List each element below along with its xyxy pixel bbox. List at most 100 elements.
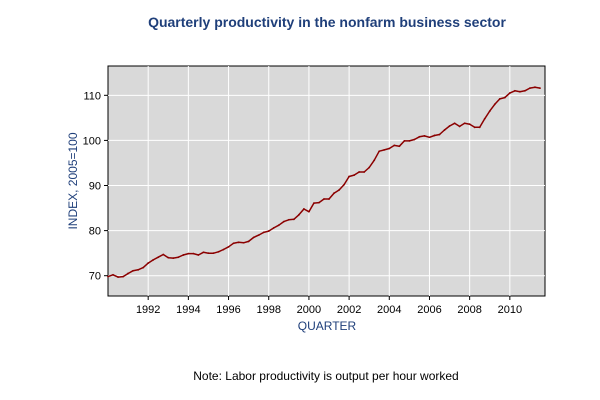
data-point [513, 89, 516, 92]
data-point [127, 272, 129, 275]
data-point [308, 210, 310, 213]
data-point [388, 147, 391, 150]
y-tick-label: 70 [89, 271, 101, 283]
data-point [222, 248, 225, 251]
data-point [167, 256, 170, 259]
data-point [518, 90, 521, 93]
data-point [478, 126, 481, 129]
data-point [368, 166, 371, 169]
data-point [488, 110, 491, 112]
data-point [112, 273, 114, 276]
data-point [408, 139, 411, 142]
data-point [227, 245, 230, 248]
data-point [272, 227, 275, 229]
x-tick-label: 2006 [417, 304, 441, 316]
x-axis: 1992 1994 1996 1998 2000 2002 2004 2006 2008 2010 [136, 296, 522, 316]
data-point [247, 240, 250, 243]
data-point [503, 96, 506, 99]
data-point [438, 133, 441, 136]
data-point [493, 103, 496, 106]
x-tick-label: 2002 [337, 304, 361, 316]
data-point [157, 256, 160, 259]
data-point [423, 135, 426, 137]
data-point [463, 122, 466, 125]
data-point [207, 252, 210, 255]
grid [108, 66, 545, 296]
chart-title: Quarterly productivity in the nonfarm bu… [148, 14, 506, 30]
y-tick-label: 80 [89, 226, 101, 238]
data-point [202, 251, 205, 254]
data-point [192, 252, 195, 255]
data-point [448, 125, 451, 127]
data-point [237, 241, 240, 244]
data-point [152, 259, 155, 261]
data-point [107, 275, 109, 278]
x-tick-label: 1992 [136, 304, 160, 316]
data-point [524, 89, 526, 92]
data-point [338, 189, 340, 191]
data-point [187, 252, 190, 255]
data-point [433, 134, 436, 137]
y-tick-label: 110 [83, 90, 101, 102]
x-tick-label: 1998 [256, 304, 280, 316]
data-point [257, 234, 260, 237]
data-point [302, 208, 305, 210]
y-tick-label: 100 [83, 135, 101, 147]
data-point [393, 144, 396, 147]
data-point [232, 242, 235, 245]
data-point [539, 87, 541, 89]
y-tick-label: 90 [89, 181, 101, 193]
y-axis: 70 80 90 100 110 [83, 90, 108, 283]
data-point [403, 139, 406, 142]
data-point [413, 138, 416, 141]
data-point [348, 175, 351, 178]
data-point [483, 117, 486, 120]
data-point [282, 220, 285, 223]
data-point [137, 268, 140, 271]
data-point [162, 253, 165, 256]
data-point [177, 256, 180, 259]
data-point [292, 218, 295, 221]
data-point [323, 198, 325, 200]
data-point [378, 150, 381, 153]
data-point [443, 129, 446, 131]
data-point [297, 213, 300, 216]
data-point [142, 266, 145, 269]
plot-area [107, 65, 546, 297]
data-point [197, 254, 200, 256]
x-tick-label: 2008 [457, 304, 481, 316]
data-point [132, 269, 135, 272]
data-point [534, 86, 536, 89]
data-point [458, 125, 461, 128]
data-point [333, 192, 335, 195]
x-tick-label: 2010 [498, 304, 522, 316]
data-point [498, 98, 501, 100]
data-point [473, 126, 476, 129]
data-point [328, 198, 330, 200]
data-point [212, 252, 215, 255]
data-point [117, 276, 119, 278]
data-point [172, 257, 175, 260]
data-point [343, 183, 345, 186]
data-point [353, 174, 356, 177]
data-point [182, 254, 185, 256]
data-point [147, 262, 150, 264]
data-point [318, 201, 320, 204]
data-point [398, 145, 401, 148]
data-point [373, 159, 376, 162]
y-axis-label: INDEX, 2005=100 [66, 132, 80, 229]
data-point [428, 136, 431, 139]
data-point [313, 202, 315, 204]
data-point [508, 92, 511, 94]
x-tick-label: 2004 [377, 304, 401, 316]
data-point [242, 241, 245, 244]
data-point [529, 87, 531, 89]
footnote: Note: Labor productivity is output per h… [193, 369, 458, 383]
x-axis-label: QUARTER [298, 319, 357, 333]
data-point [418, 135, 421, 138]
data-point [383, 148, 386, 151]
data-point [363, 171, 366, 173]
x-tick-label: 1994 [176, 304, 200, 316]
